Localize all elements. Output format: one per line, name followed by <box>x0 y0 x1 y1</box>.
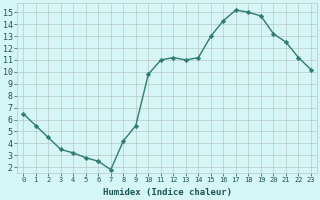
X-axis label: Humidex (Indice chaleur): Humidex (Indice chaleur) <box>103 188 232 197</box>
